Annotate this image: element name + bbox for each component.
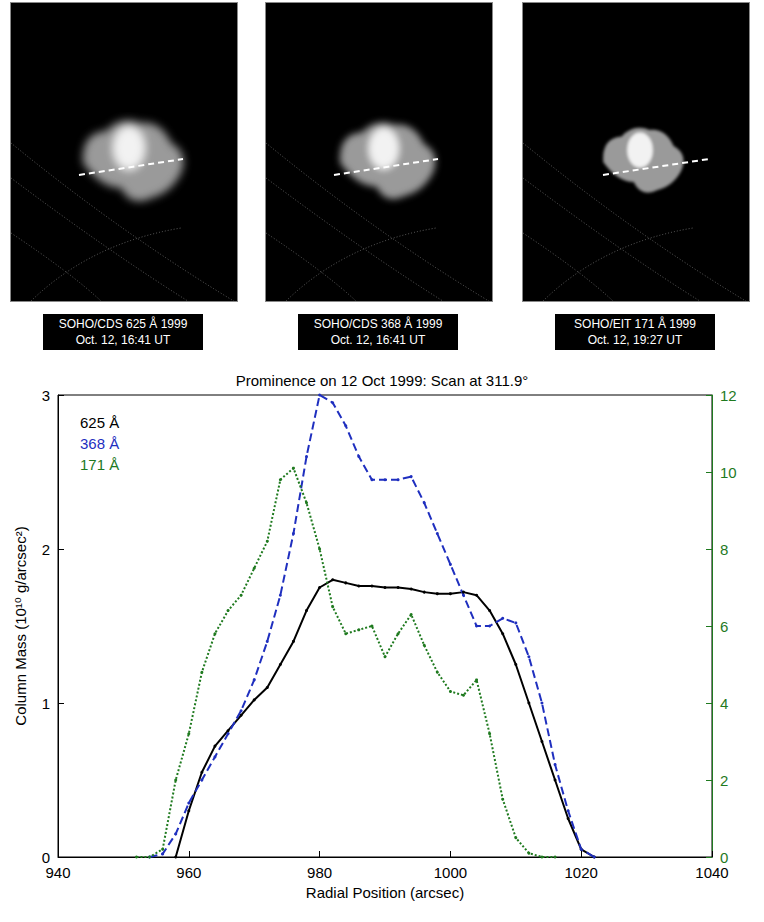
svg-text:Column Mass (10¹⁰ g/arcsec²): Column Mass (10¹⁰ g/arcsec²)	[12, 526, 29, 725]
html-text:Oct. 12, 16:41 UT: Oct. 12, 16:41 UT	[75, 333, 171, 347]
svg-text:368 Å: 368 Å	[80, 435, 119, 452]
svg-text:171 Å: 171 Å	[80, 456, 119, 473]
svg-text:2: 2	[42, 541, 50, 558]
svg-text:980: 980	[307, 864, 332, 881]
svg-text:Prominence on 12 Oct 1999: Sca: Prominence on 12 Oct 1999: Scan at 311.9…	[236, 372, 529, 389]
svg-text:6: 6	[720, 618, 728, 635]
svg-text:0: 0	[42, 849, 50, 866]
svg-text:2: 2	[720, 772, 728, 789]
svg-text:960: 960	[176, 864, 201, 881]
svg-text:8: 8	[720, 541, 728, 558]
svg-text:10: 10	[720, 464, 737, 481]
svg-text:4: 4	[720, 695, 728, 712]
html-text:Oct. 12, 16:41 UT: Oct. 12, 16:41 UT	[330, 333, 426, 347]
html-text:SOHO/CDS 625 Å 1999: SOHO/CDS 625 Å 1999	[58, 317, 188, 331]
svg-text:3: 3	[42, 387, 50, 404]
html-text:Oct. 12, 19:27 UT: Oct. 12, 19:27 UT	[587, 333, 683, 347]
svg-text:0: 0	[720, 849, 728, 866]
svg-text:1000: 1000	[434, 864, 467, 881]
html-text:SOHO/EIT 171 Å 1999: SOHO/EIT 171 Å 1999	[574, 317, 696, 331]
svg-text:Radial Position (arcsec): Radial Position (arcsec)	[306, 884, 464, 901]
svg-text:1020: 1020	[565, 864, 598, 881]
svg-text:12: 12	[720, 387, 737, 404]
html-text:SOHO/CDS 368 Å 1999: SOHO/CDS 368 Å 1999	[313, 317, 443, 331]
svg-text:1040: 1040	[695, 864, 728, 881]
svg-text:940: 940	[45, 864, 70, 881]
svg-text:625 Å: 625 Å	[80, 414, 119, 431]
svg-text:1: 1	[42, 695, 50, 712]
